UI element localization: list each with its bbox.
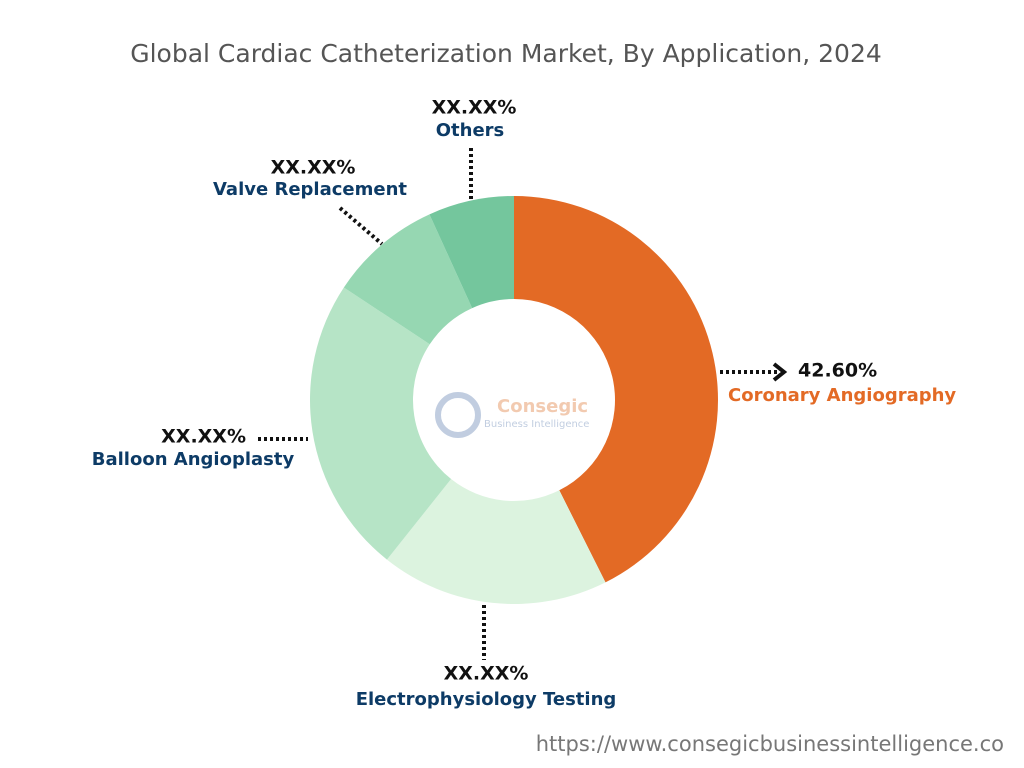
leader-line <box>338 206 384 246</box>
donut-segment <box>429 196 514 309</box>
value-label: XX.XX% <box>271 157 356 179</box>
donut-segment <box>386 479 606 604</box>
category-label: Valve Replacement <box>213 179 407 200</box>
logo-tagline: Business Intelligence <box>484 419 589 430</box>
arrow-head <box>772 362 788 382</box>
value-label: 42.60% <box>798 360 877 382</box>
chart-title: Global Cardiac Catheterization Market, B… <box>130 39 882 68</box>
logo-name: Consegic <box>497 396 588 417</box>
category-label: Electrophysiology Testing <box>356 689 617 710</box>
logo: Consegic Business Intelligence <box>435 392 589 438</box>
category-label: Balloon Angioplasty <box>92 449 295 470</box>
source-url: https://www.consegicbusinessintelligence… <box>536 732 1004 756</box>
value-label: XX.XX% <box>444 663 529 685</box>
value-label: XX.XX% <box>161 426 246 448</box>
donut-segment <box>514 196 718 583</box>
donut <box>310 196 718 604</box>
donut-segment <box>343 214 473 345</box>
category-label: Coronary Angiography <box>728 385 956 406</box>
donut-segment <box>310 287 452 560</box>
logo-mark <box>435 392 481 438</box>
leader-lines <box>258 148 788 660</box>
value-label: XX.XX% <box>432 97 517 119</box>
category-label: Others <box>436 120 505 141</box>
